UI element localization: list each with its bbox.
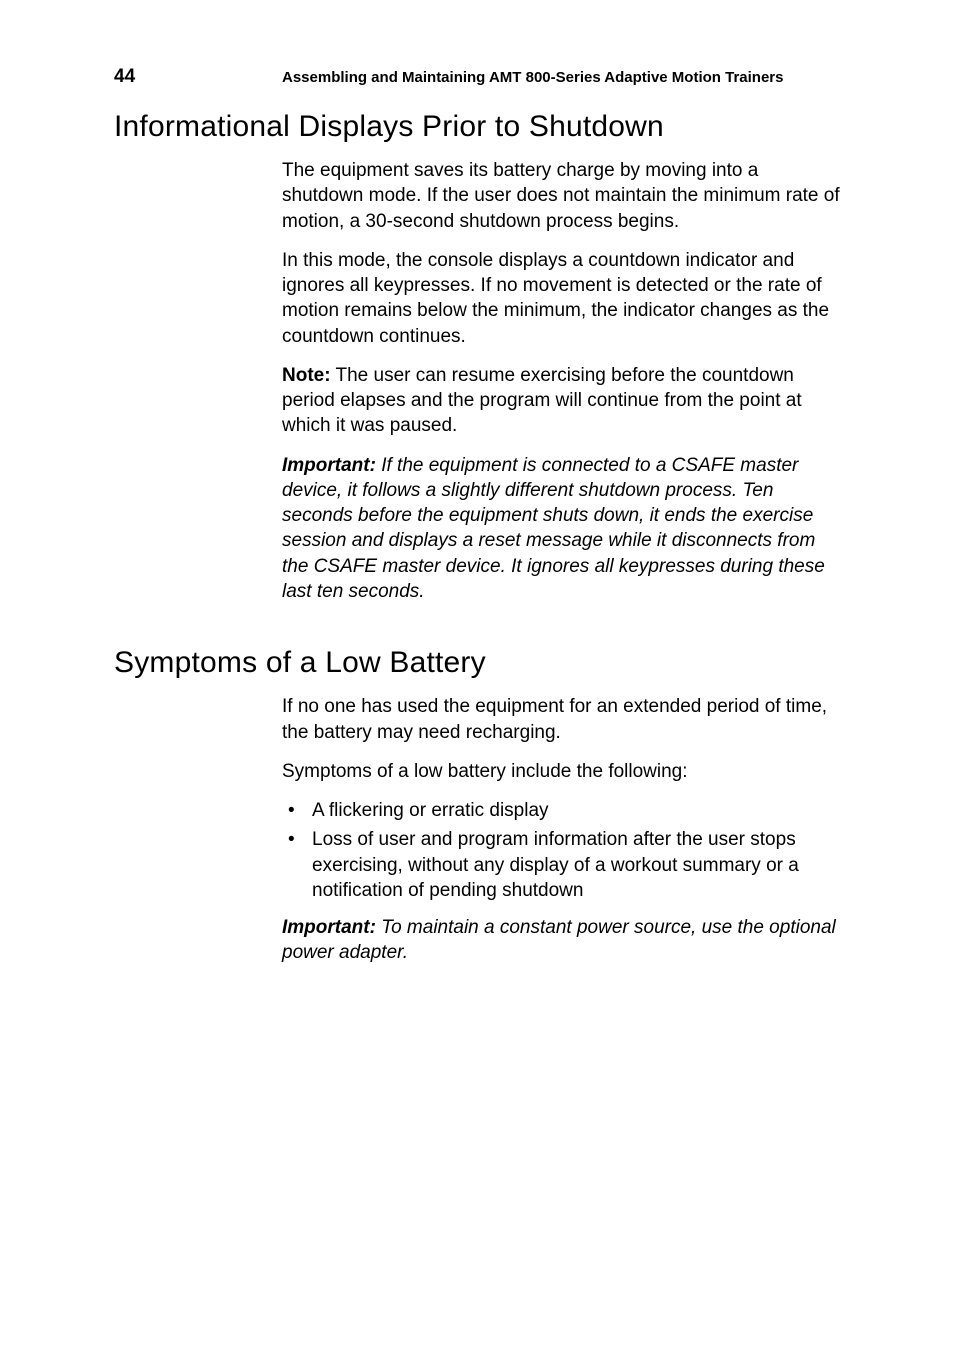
paragraph: In this mode, the console displays a cou… <box>282 248 840 349</box>
list-item: A flickering or erratic display <box>282 798 840 823</box>
important-label: Important: <box>282 917 376 938</box>
important-text: If the equipment is connected to a CSAFE… <box>282 455 825 602</box>
important-paragraph: Important: If the equipment is connected… <box>282 453 840 605</box>
page-number: 44 <box>114 66 282 88</box>
header-title: Assembling and Maintaining AMT 800-Serie… <box>282 69 783 86</box>
page-header: 44 Assembling and Maintaining AMT 800-Se… <box>114 66 840 88</box>
section-heading: Informational Displays Prior to Shutdown <box>114 110 840 144</box>
note-paragraph: Note: The user can resume exercising bef… <box>282 363 840 439</box>
section-gap <box>114 618 840 646</box>
section-body: If no one has used the equipment for an … <box>282 694 840 965</box>
page-content: 44 Assembling and Maintaining AMT 800-Se… <box>0 0 954 966</box>
section-heading: Symptoms of a Low Battery <box>114 646 840 680</box>
note-text: The user can resume exercising before th… <box>282 365 802 437</box>
section-body: The equipment saves its battery charge b… <box>282 158 840 604</box>
paragraph: The equipment saves its battery charge b… <box>282 158 840 234</box>
list-item: Loss of user and program information aft… <box>282 827 840 903</box>
important-paragraph: Important: To maintain a constant power … <box>282 915 840 966</box>
paragraph: Symptoms of a low battery include the fo… <box>282 759 840 784</box>
bullet-list: A flickering or erratic display Loss of … <box>282 798 840 903</box>
note-label: Note: <box>282 365 331 386</box>
important-label: Important: <box>282 455 376 476</box>
paragraph: If no one has used the equipment for an … <box>282 694 840 745</box>
